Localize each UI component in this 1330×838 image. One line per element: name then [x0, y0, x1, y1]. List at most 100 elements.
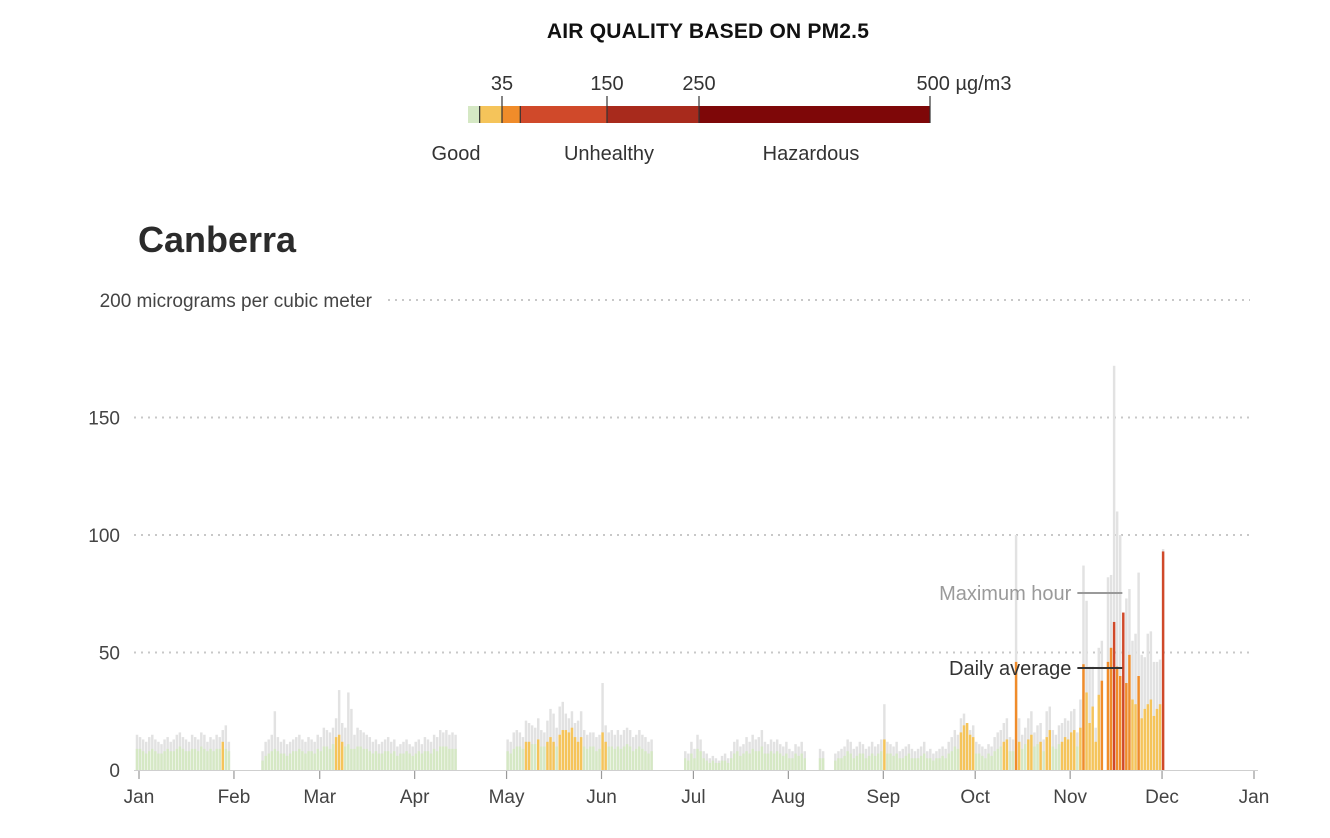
daily-average-bar	[1024, 744, 1027, 770]
daily-average-bar	[561, 730, 564, 770]
daily-average-bar	[570, 727, 574, 770]
daily-average-bar	[509, 753, 512, 770]
max-hour-bar	[1118, 535, 1122, 770]
daily-average-bar	[772, 753, 776, 770]
daily-average-bar	[1161, 551, 1165, 770]
daily-average-bar	[586, 748, 589, 770]
daily-average-bar	[916, 758, 920, 770]
daily-average-bar	[267, 753, 270, 770]
daily-average-bar	[1128, 654, 1131, 770]
daily-average-bar	[558, 734, 561, 770]
daily-average-bar	[935, 758, 938, 770]
daily-average-bar	[867, 755, 871, 770]
daily-average-bar	[1082, 664, 1085, 770]
daily-average-bar	[285, 755, 289, 770]
scale-tick-label: 500 µg/m3	[917, 73, 1012, 95]
y-tick-label: 50	[99, 644, 120, 665]
daily-average-bar	[1002, 741, 1006, 770]
daily-average-bar	[524, 741, 528, 770]
daily-average-bar	[521, 748, 525, 770]
daily-average-bar	[1134, 704, 1137, 770]
daily-average-bar	[432, 748, 436, 770]
daily-average-bar	[1054, 748, 1058, 770]
daily-average-bar	[316, 748, 319, 770]
daily-average-bar	[344, 746, 347, 770]
daily-average-bar	[1039, 741, 1042, 770]
x-tick-label: Jan	[124, 787, 155, 808]
daily-average-bar	[880, 751, 883, 770]
daily-average-bar	[203, 748, 206, 770]
daily-average-bar	[518, 746, 522, 770]
daily-average-bar	[794, 753, 797, 770]
daily-average-bar	[295, 751, 298, 770]
daily-average-bar	[883, 739, 886, 770]
scale-categories: Good Unhealthy Hazardous	[432, 143, 860, 165]
scale-category-label: Good	[432, 143, 481, 165]
daily-average-bar	[766, 753, 770, 770]
daily-average-bar	[279, 753, 283, 770]
daily-average-bar	[301, 751, 304, 770]
daily-average-bar	[849, 753, 852, 770]
daily-average-bar	[325, 746, 329, 770]
daily-average-bar	[779, 753, 782, 770]
daily-average-bar	[754, 751, 757, 770]
daily-average-bar	[907, 753, 911, 770]
daily-average-bar	[340, 741, 344, 770]
daily-average-bar	[638, 746, 641, 770]
daily-average-bar	[1027, 739, 1030, 770]
daily-average-bar	[978, 753, 981, 770]
daily-average-bar	[576, 741, 580, 770]
daily-average-bar	[723, 760, 727, 770]
daily-average-bar	[1149, 699, 1153, 770]
scale-ticks: 35 150 250 500 µg/m3	[479, 73, 1012, 123]
daily-average-bar	[616, 746, 620, 770]
daily-average-bars	[135, 551, 1165, 770]
daily-average-bar	[950, 751, 953, 770]
daily-average-bar	[184, 751, 188, 770]
x-tick-label: Mar	[303, 787, 336, 808]
daily-average-bar	[371, 753, 375, 770]
daily-average-bar	[742, 753, 745, 770]
daily-average-bar	[206, 751, 209, 770]
daily-average-bar	[512, 748, 515, 770]
daily-average-bar	[1069, 732, 1073, 770]
daily-average-bar	[331, 744, 335, 770]
daily-average-bar	[834, 760, 837, 770]
daily-average-bar	[720, 760, 724, 770]
daily-average-bar	[745, 751, 748, 770]
daily-average-bar	[193, 748, 197, 770]
daily-average-bar	[442, 746, 445, 770]
daily-average-bar	[699, 751, 702, 770]
daily-average-bar	[197, 751, 200, 770]
daily-average-bar	[166, 748, 169, 770]
daily-average-bar	[169, 751, 172, 770]
daily-average-bar	[693, 758, 696, 770]
daily-average-bar	[1155, 708, 1159, 770]
max-hour-bar	[1112, 365, 1116, 770]
daily-average-bar	[635, 748, 638, 770]
scale-category-label: Hazardous	[763, 143, 860, 165]
y-tick-label: 150	[88, 409, 120, 430]
daily-average-bar	[546, 741, 549, 770]
daily-average-bar	[622, 746, 626, 770]
daily-average-bar	[1079, 727, 1082, 770]
daily-average-bar	[310, 751, 313, 770]
x-axis-ticks: Jan Feb Mar Apr May Jun Jul Aug Sep Oct Nov Dec Jan	[124, 771, 1269, 808]
daily-average-bar	[1060, 741, 1064, 770]
y-tick-label: 100	[88, 526, 120, 547]
daily-average-bar	[625, 744, 629, 770]
daily-average-bar	[751, 748, 754, 770]
x-tick-label: Aug	[771, 787, 805, 808]
daily-average-bar	[938, 758, 941, 770]
scale-band	[607, 106, 699, 123]
daily-average-bar	[984, 758, 987, 770]
annotation-maximum-hour: Maximum hour	[939, 583, 1072, 605]
daily-average-bar	[175, 748, 179, 770]
daily-average-bar	[172, 751, 175, 770]
daily-average-bar	[782, 755, 785, 770]
daily-average-bar	[1100, 680, 1104, 770]
daily-average-bar	[1097, 694, 1101, 770]
daily-average-bar	[1152, 715, 1156, 770]
daily-average-bar	[855, 755, 859, 770]
